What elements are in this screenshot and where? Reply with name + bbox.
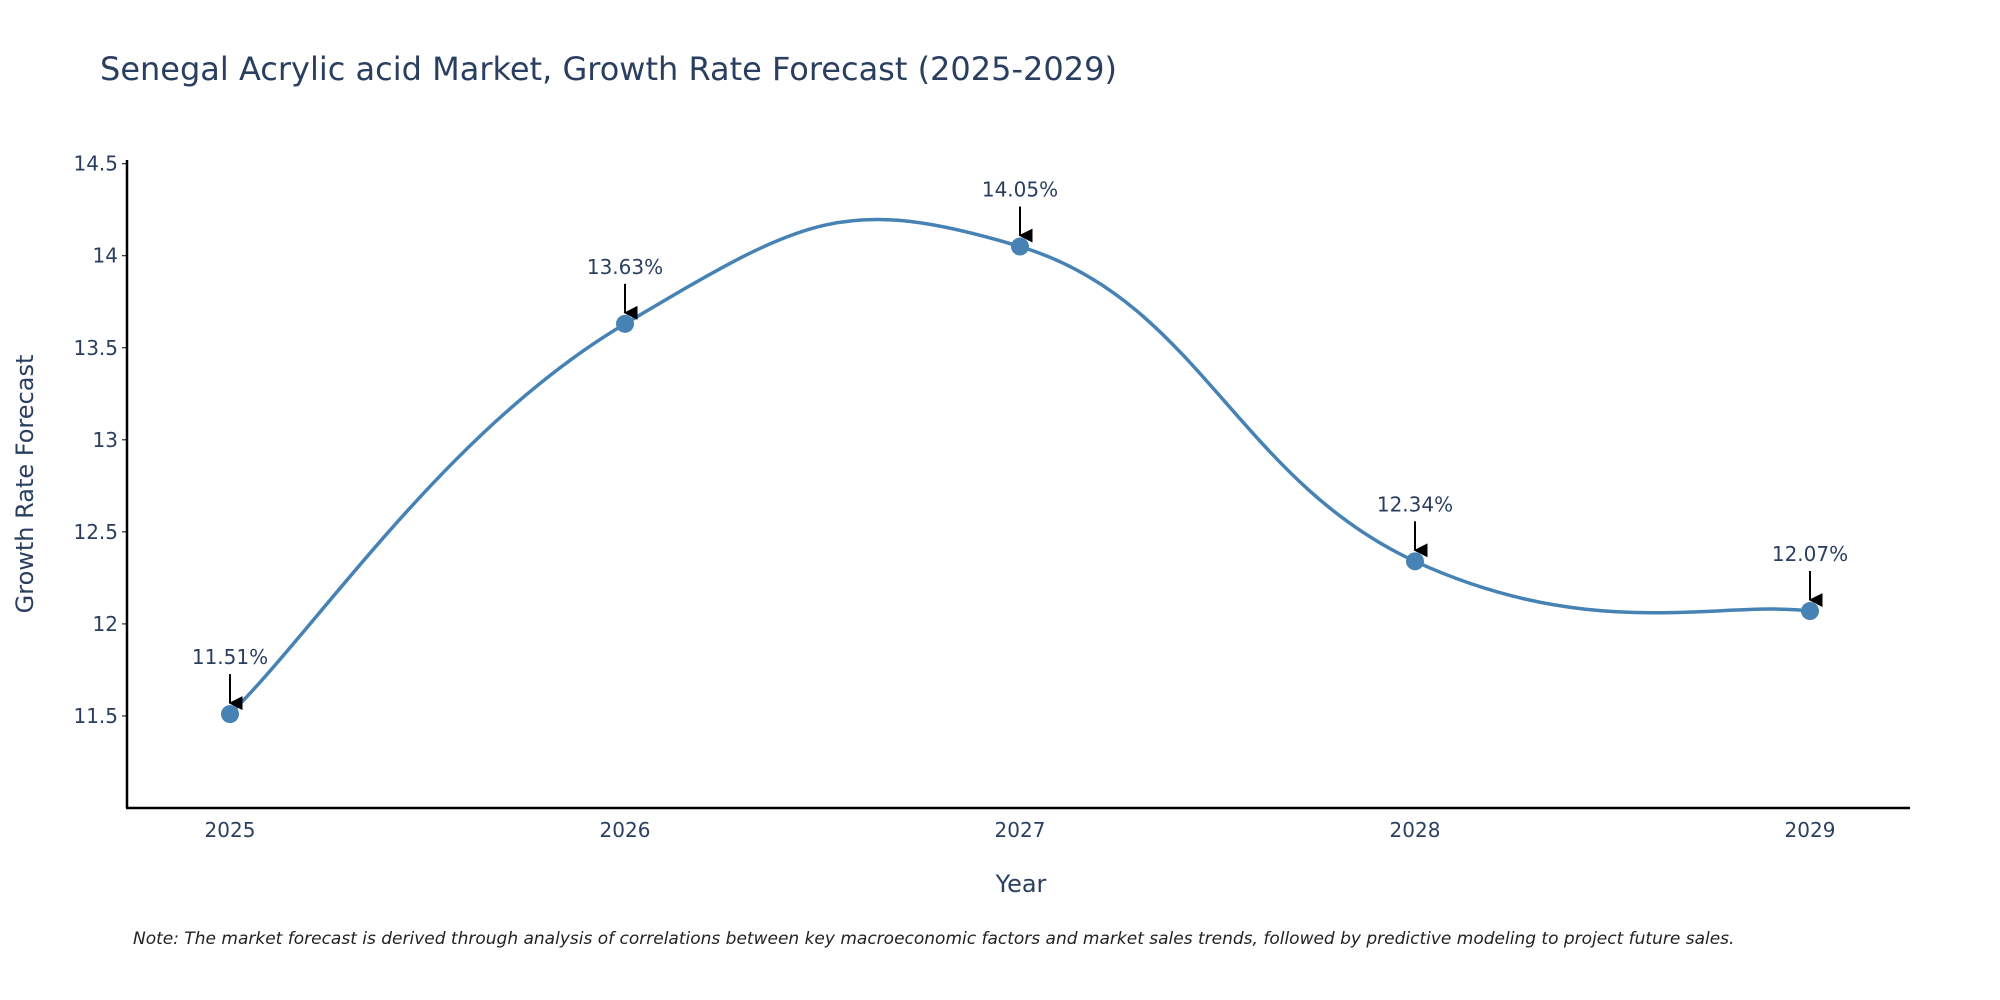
data-point-2027 <box>1011 237 1029 256</box>
data-point-2025 <box>221 705 239 724</box>
x-tick-label: 2028 <box>1390 818 1441 842</box>
data-label-annotations: 11.51% 13.63% 14.05% 12.34% 12.07% <box>192 178 1848 711</box>
x-tick-label: 2025 <box>205 818 256 842</box>
x-axis-title: Year <box>995 870 1047 898</box>
y-tick-label: 14.5 <box>73 152 118 176</box>
data-label-2025: 11.51% <box>192 645 268 669</box>
y-tick-label: 12.5 <box>73 520 118 544</box>
series-line-growth-rate <box>228 217 1811 716</box>
data-label-2028: 12.34% <box>1377 492 1453 516</box>
chart-note: Note: The market forecast is derived thr… <box>133 929 1734 949</box>
data-label-2026: 13.63% <box>587 255 663 279</box>
data-point-2026 <box>616 314 634 333</box>
y-axis-ticks: 11.5 12 12.5 13 13.5 14 14.5 <box>73 152 127 728</box>
x-tick-label: 2027 <box>995 818 1046 842</box>
data-point-2028 <box>1406 552 1424 571</box>
y-tick-label: 11.5 <box>73 704 118 728</box>
data-label-2029: 12.07% <box>1772 542 1848 566</box>
x-axis-ticks: 2025 2026 2027 2028 2029 <box>205 818 1836 842</box>
chart-title: Senegal Acrylic acid Market, Growth Rate… <box>100 50 1117 88</box>
data-point-2029 <box>1801 602 1819 621</box>
y-tick-label: 14 <box>93 244 118 268</box>
x-tick-label: 2029 <box>1785 818 1836 842</box>
y-tick-label: 12 <box>93 612 118 636</box>
y-tick-label: 13.5 <box>73 336 118 360</box>
y-axis-title: Growth Rate Forecast <box>11 355 39 614</box>
series-markers <box>221 237 1819 724</box>
x-tick-label: 2026 <box>600 818 651 842</box>
y-tick-label: 13 <box>93 428 118 452</box>
data-label-2027: 14.05% <box>982 178 1058 202</box>
